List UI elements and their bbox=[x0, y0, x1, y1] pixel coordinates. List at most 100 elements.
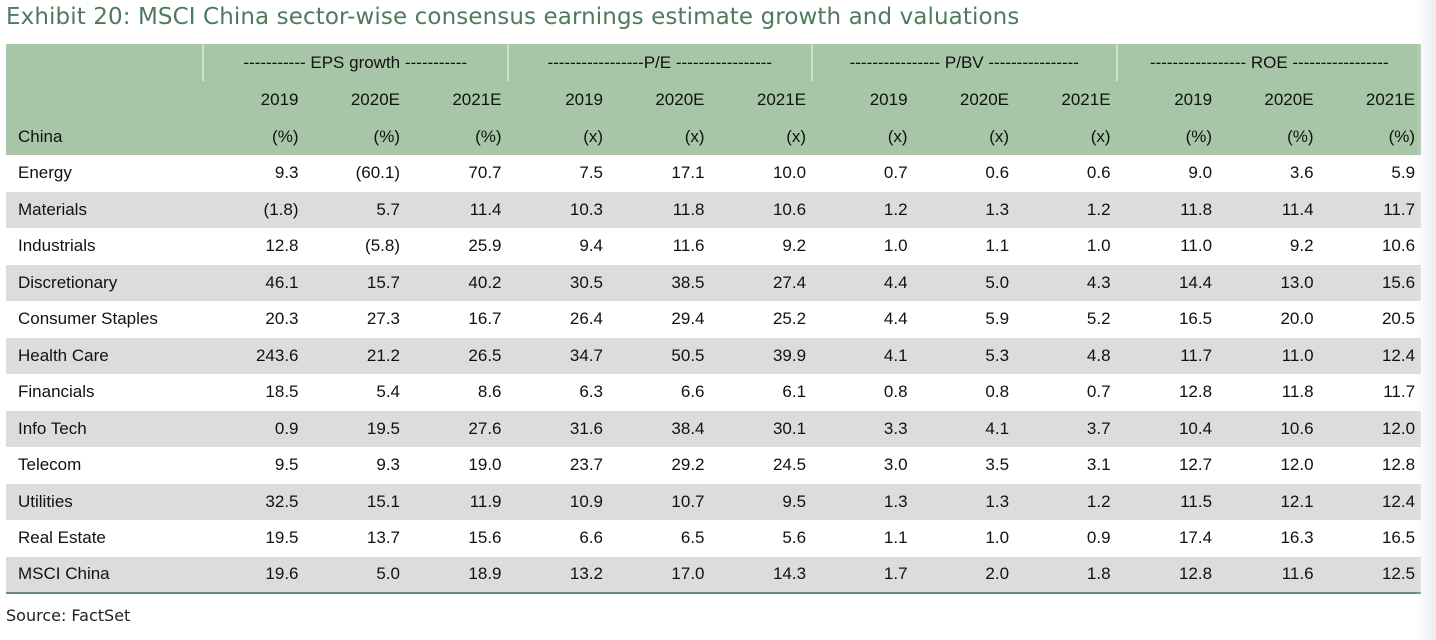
year-header: 2020E bbox=[959, 89, 1010, 109]
value-cell: 25.2 bbox=[772, 309, 807, 329]
table-row: Real Estate 19.5 13.7 15.6 6.6 6.5 5.6 1.1 1.0 0.… bbox=[6, 520, 1422, 557]
unit-header: (x) bbox=[1090, 126, 1111, 146]
sector-name: Health Care bbox=[18, 345, 109, 365]
value-cell: 21.2 bbox=[366, 345, 400, 365]
unit-header: (%) bbox=[475, 126, 502, 146]
value-cell: 10.6 bbox=[772, 199, 807, 219]
year-header: 2021E bbox=[756, 89, 807, 109]
year-header: 2021E bbox=[1365, 89, 1416, 109]
table-row: Energy 9.3 (60.1) 70.7 7.5 17.1 10.0 0.7 0.6 0.6 9… bbox=[6, 155, 1422, 192]
year-header: 2021E bbox=[452, 89, 502, 109]
year-header: 2019 bbox=[565, 89, 604, 109]
sector-name: Discretionary bbox=[18, 272, 118, 292]
value-cell: 1.2 bbox=[883, 199, 908, 219]
value-cell: 5.4 bbox=[376, 382, 400, 402]
value-cell: 9.0 bbox=[1188, 163, 1213, 183]
value-cell: 12.8 bbox=[1116, 556, 1219, 594]
value-cell: 4.3 bbox=[1086, 272, 1111, 292]
group-pe: -----------------P/E ----------------- bbox=[506, 44, 813, 81]
value-cell: 31.6 bbox=[569, 418, 604, 438]
value-cell: 6.3 bbox=[579, 382, 604, 402]
table-body: Energy 9.3 (60.1) 70.7 7.5 17.1 10.0 0.7 0.6 0.6 9… bbox=[6, 155, 1422, 594]
year-header: 2021E bbox=[1061, 89, 1111, 109]
value-cell: 13.2 bbox=[507, 556, 610, 594]
value-cell: 5.6 bbox=[782, 528, 807, 548]
value-cell: 7.5 bbox=[579, 163, 604, 183]
group-header-row: ----------- EPS growth ----------- -----… bbox=[6, 44, 1422, 81]
value-cell: 15.6 bbox=[1381, 272, 1416, 292]
value-cell: 9.4 bbox=[579, 236, 604, 256]
value-cell: 3.0 bbox=[883, 455, 908, 475]
value-cell: 12.0 bbox=[1280, 455, 1314, 475]
value-cell: 12.4 bbox=[1381, 491, 1416, 511]
value-cell: 27.3 bbox=[366, 309, 400, 329]
table-row: Materials (1.8) 5.7 11.4 10.3 11.8 10.6 1.2 1.3 1… bbox=[6, 191, 1422, 228]
value-cell: 18.9 bbox=[406, 556, 508, 594]
value-cell: 6.5 bbox=[680, 528, 705, 548]
year-header: 2019 bbox=[1174, 89, 1213, 109]
value-cell: 17.1 bbox=[671, 163, 705, 183]
sector-name: Energy bbox=[18, 163, 72, 183]
value-cell: 11.8 bbox=[1281, 382, 1314, 402]
table-row: Consumer Staples 20.3 27.3 16.7 26.4 29.4 25.2… bbox=[6, 301, 1422, 338]
value-cell: 9.5 bbox=[782, 491, 807, 511]
unit-header: (%) bbox=[272, 126, 299, 146]
value-cell: 10.7 bbox=[671, 491, 705, 511]
value-cell: 11.8 bbox=[672, 199, 705, 219]
sector-name: Utilities bbox=[18, 491, 73, 511]
value-cell: 19.6 bbox=[203, 556, 305, 594]
table-row: Info Tech 0.9 19.5 27.6 31.6 38.4 30.1 3.3 4.1 3.… bbox=[6, 410, 1422, 447]
value-cell: 38.5 bbox=[671, 272, 705, 292]
sector-name: MSCI China bbox=[6, 556, 203, 594]
exhibit-title: Exhibit 20: MSCI China sector-wise conse… bbox=[6, 4, 1020, 30]
value-cell: 19.0 bbox=[468, 455, 502, 475]
value-cell: 1.0 bbox=[883, 236, 908, 256]
corner-cell bbox=[6, 44, 203, 81]
value-cell: 38.4 bbox=[671, 418, 705, 438]
value-cell: 29.4 bbox=[671, 309, 705, 329]
value-cell: 20.0 bbox=[1280, 309, 1314, 329]
value-cell: 11.8 bbox=[1180, 199, 1213, 219]
value-cell: 9.2 bbox=[782, 236, 807, 256]
value-cell: 1.3 bbox=[985, 199, 1010, 219]
value-cell: 243.6 bbox=[255, 345, 299, 365]
value-cell: 0.9 bbox=[274, 418, 299, 438]
value-cell: 8.6 bbox=[477, 382, 502, 402]
value-cell: 3.7 bbox=[1086, 418, 1111, 438]
value-cell: 11.4 bbox=[469, 199, 502, 219]
unit-header: (x) bbox=[684, 126, 705, 146]
value-cell: 0.7 bbox=[1086, 382, 1111, 402]
value-cell: 1.7 bbox=[812, 556, 914, 594]
value-cell: 1.1 bbox=[985, 236, 1010, 256]
sector-name: Telecom bbox=[18, 455, 82, 475]
sector-name: Materials bbox=[18, 199, 87, 219]
value-cell: 3.6 bbox=[1289, 163, 1314, 183]
value-cell: 3.5 bbox=[985, 455, 1010, 475]
value-cell: 1.3 bbox=[985, 491, 1010, 511]
value-cell: 10.0 bbox=[772, 163, 807, 183]
source-note: Source: FactSet bbox=[6, 606, 131, 625]
value-cell: 0.6 bbox=[985, 163, 1010, 183]
sector-name: Consumer Staples bbox=[18, 309, 158, 329]
value-cell: 9.3 bbox=[376, 455, 400, 475]
value-cell: 1.8 bbox=[1015, 556, 1117, 594]
value-cell: 17.4 bbox=[1178, 528, 1213, 548]
value-cell: 20.5 bbox=[1381, 309, 1416, 329]
unit-header: (x) bbox=[989, 126, 1010, 146]
group-eps-growth: ----------- EPS growth ----------- bbox=[202, 44, 508, 81]
value-cell: 1.0 bbox=[985, 528, 1010, 548]
value-cell: 32.5 bbox=[265, 491, 299, 511]
value-cell: 12.8 bbox=[265, 236, 299, 256]
value-cell: 15.6 bbox=[468, 528, 502, 548]
value-cell: 0.9 bbox=[1086, 528, 1111, 548]
value-cell: 5.0 bbox=[985, 272, 1010, 292]
value-cell: 34.7 bbox=[569, 345, 604, 365]
value-cell: 15.1 bbox=[366, 491, 400, 511]
value-cell: 5.0 bbox=[304, 556, 406, 594]
value-cell: 11.5 bbox=[1180, 491, 1213, 511]
year-header: 2020E bbox=[1264, 89, 1314, 109]
sector-name: Info Tech bbox=[18, 418, 87, 438]
value-cell: 19.5 bbox=[366, 418, 400, 438]
year-row-label bbox=[6, 81, 203, 118]
value-cell: 3.1 bbox=[1086, 455, 1111, 475]
